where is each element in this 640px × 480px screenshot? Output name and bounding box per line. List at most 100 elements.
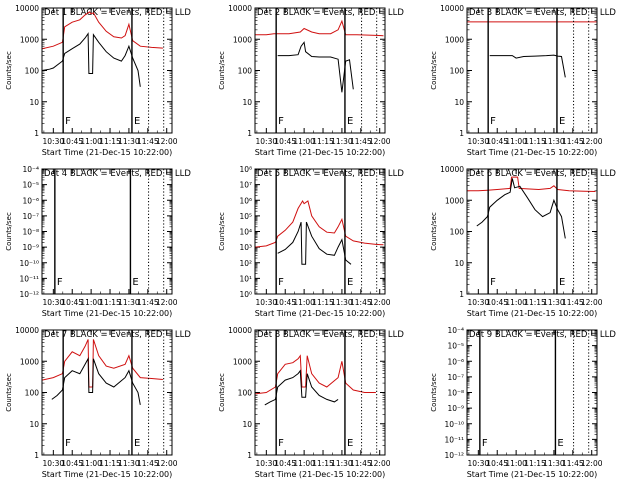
x-axis-label: Start Time (21-Dec-15 10:22:00): [255, 148, 386, 157]
x-tick-label: 11:00: [505, 459, 527, 468]
y-axis-label: Counts/sec: [5, 51, 13, 90]
x-tick-label: 11:30: [118, 459, 140, 468]
y-tick-label: 10⁻⁴: [22, 165, 39, 174]
y-tick-label: 10⁻⁸: [22, 228, 39, 237]
y-tick-label: 10000: [15, 4, 39, 13]
x-tick-label: 11:00: [80, 459, 102, 468]
x-tick-label: 11:45: [562, 298, 584, 307]
x-tick-label: 11:30: [118, 137, 140, 146]
x-tick-label: 10:45: [486, 137, 508, 146]
y-axis-label: Counts/sec: [218, 373, 226, 412]
y-tick-label: 10⁻⁷: [447, 373, 464, 382]
series-line-events: [476, 178, 566, 239]
plot-frame: [254, 7, 386, 134]
series-line-events: [277, 41, 354, 93]
marker-label-f: F: [278, 277, 284, 288]
y-tick-label: 10⁻⁹: [447, 404, 464, 413]
panel-det-5: Det 5 BLACK = Events, RED = LLD 10⁰ 10¹ 10²…: [218, 165, 404, 318]
panel-title: Det 9 BLACK = Events, RED = LLD: [469, 330, 616, 340]
y-tick-label: 1000: [233, 357, 252, 366]
plot-frame: [466, 329, 598, 456]
x-axis-label: Start Time (21-Dec-15 10:22:00): [42, 470, 173, 479]
y-axis-label: Counts/sec: [218, 51, 226, 90]
y-tick-label: 100: [450, 228, 465, 237]
y-tick-label: 10: [242, 98, 252, 107]
x-axis-label: Start Time (21-Dec-15 10:22:00): [255, 470, 386, 479]
y-tick-label: 10000: [228, 326, 252, 335]
x-tick-label: 12:00: [369, 137, 391, 146]
series-group: [255, 19, 384, 93]
y-tick-label: 1: [34, 129, 39, 138]
x-tick-label: 12:00: [156, 137, 178, 146]
y-tick-label: 10⁻⁶: [447, 357, 464, 366]
marker-label-e: E: [347, 116, 353, 127]
x-tick-label: 11:30: [543, 137, 565, 146]
x-tick-label: 10:30: [468, 459, 490, 468]
y-tick-label: 10³: [239, 243, 252, 252]
y-tick-label: 1000: [20, 35, 39, 44]
y-tick-label: 10⁻¹¹: [444, 435, 464, 444]
series-line-lld: [467, 176, 596, 192]
panel-title: Det 4 BLACK = Events, RED = LLD: [44, 169, 191, 179]
x-tick-label: 11:30: [331, 298, 353, 307]
y-tick-label: 10¹: [239, 274, 252, 283]
x-tick-label: 11:00: [80, 137, 102, 146]
panel-title: Det 3 BLACK = Events, RED = LLD: [469, 8, 616, 18]
x-tick-label: 11:45: [350, 298, 372, 307]
y-tick-label: 1: [459, 290, 464, 299]
marker-label-e: E: [559, 116, 565, 127]
plot-frame: [41, 7, 173, 134]
y-axis-label: Counts/sec: [5, 212, 13, 251]
x-tick-label: 11:45: [350, 137, 372, 146]
y-tick-label: 10000: [228, 4, 252, 13]
x-tick-label: 11:00: [293, 298, 315, 307]
y-tick-label: 10000: [440, 4, 464, 13]
marker-label-e: E: [132, 277, 138, 288]
x-tick-label: 12:00: [156, 459, 178, 468]
x-tick-label: 11:00: [505, 137, 527, 146]
y-axis-label: Counts/sec: [430, 212, 438, 251]
y-tick-label: 100: [25, 67, 40, 76]
y-tick-label: 100: [238, 67, 253, 76]
panel-det-8: Det 8 BLACK = Events, RED = LLD 1 10 100 100…: [218, 326, 404, 479]
y-tick-label: 10: [29, 98, 39, 107]
x-tick-label: 11:00: [293, 459, 315, 468]
series-line-events: [42, 32, 141, 87]
x-tick-label: 10:45: [61, 298, 83, 307]
panel-det-7: Det 7 BLACK = Events, RED = LLD 1 10 100 100…: [5, 326, 191, 479]
x-tick-label: 11:15: [524, 298, 546, 307]
series-group: [467, 176, 596, 239]
x-tick-label: 12:00: [369, 298, 391, 307]
series-group: [255, 200, 384, 265]
x-tick-label: 11:00: [505, 298, 527, 307]
x-axis-label: Start Time (21-Dec-15 10:22:00): [467, 309, 598, 318]
marker-label-f: F: [278, 116, 284, 127]
x-axis-label: Start Time (21-Dec-15 10:22:00): [467, 148, 598, 157]
x-tick-label: 11:30: [331, 137, 353, 146]
marker-label-f: F: [65, 116, 71, 127]
x-axis-label: Start Time (21-Dec-15 10:22:00): [42, 148, 173, 157]
x-tick-label: 11:15: [524, 137, 546, 146]
marker-label-f: F: [490, 277, 496, 288]
x-tick-label: 11:45: [137, 298, 159, 307]
x-tick-label: 12:00: [581, 298, 603, 307]
x-tick-label: 11:15: [99, 137, 121, 146]
series-group: [42, 339, 163, 405]
plot-frame: [41, 168, 173, 295]
y-tick-label: 1000: [233, 35, 252, 44]
x-tick-label: 10:30: [468, 298, 490, 307]
y-tick-label: 10⁷: [239, 181, 252, 190]
panel-det-4: Det 4 BLACK = Events, RED = LLD 10⁻¹² 10⁻¹…: [5, 165, 191, 318]
x-tick-label: 10:30: [256, 137, 278, 146]
x-tick-label: 11:00: [293, 137, 315, 146]
y-tick-label: 1000: [20, 357, 39, 366]
y-tick-label: 10: [242, 420, 252, 429]
x-axis-label: Start Time (21-Dec-15 10:22:00): [255, 309, 386, 318]
marker-label-e: E: [557, 438, 563, 449]
y-axis-label: Counts/sec: [218, 212, 226, 251]
x-tick-label: 11:45: [562, 137, 584, 146]
y-tick-label: 10⁻⁹: [22, 243, 39, 252]
y-tick-label: 10: [454, 259, 464, 268]
y-tick-label: 10⁻⁵: [22, 181, 39, 190]
